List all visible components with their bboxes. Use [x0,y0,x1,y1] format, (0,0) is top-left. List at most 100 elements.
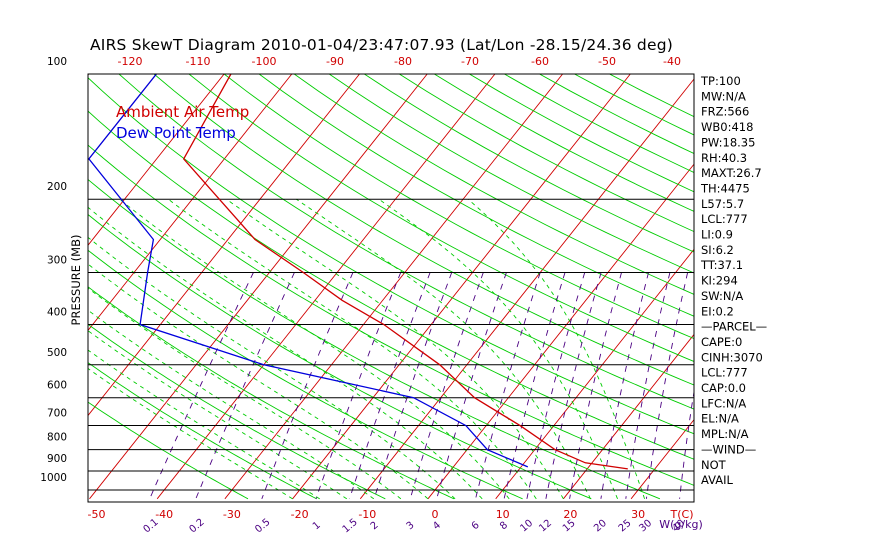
dry-adiabat-line [223,74,694,340]
bottom-temp-tick-label: -20 [291,508,309,521]
isotherm-line [88,74,293,332]
mixing-ratio-line [645,272,689,499]
plot-frame [87,73,695,503]
isotherm-line [766,74,870,499]
top-temp-tick-label: -60 [531,55,549,68]
isotherm-line [495,248,694,500]
dry-adiabat-line [364,74,694,253]
chart-traces [88,74,628,470]
pressure-tick-label: 1000 [40,472,67,484]
bottom-temp-tick-label: 20 [563,508,577,521]
mixing-ratio-tick-label: 4 [431,520,443,533]
mixing-ratio-line [261,272,354,499]
moist-adiabat-line [88,263,429,500]
dry-adiabat-line [88,110,694,460]
pressure-tick-label: 400 [47,306,67,318]
index-readout: LCL:777 [701,366,748,380]
dry-adiabat-line [118,74,694,410]
mixing-ratio-line [569,272,622,499]
dewpoint-trace [88,74,529,468]
index-readout: MAXT:26.7 [701,166,762,180]
top-temp-tick-label: -70 [461,55,479,68]
dry-adiabat-line [88,213,592,500]
mixing-ratio-tick-label: 10 [518,518,535,535]
top-temp-tick-label: -40 [663,55,681,68]
index-readout: CAP:0.0 [701,381,746,395]
pressure-tick-label: 900 [47,453,67,465]
moist-adiabat-line [88,206,483,500]
isotherm-line [563,333,694,500]
index-readout: KI:294 [701,274,738,288]
moist-adiabat-line [467,198,646,499]
isotherm-line [88,74,225,246]
isotherm-line [630,418,694,500]
pressure-tick-label: 300 [47,254,67,266]
mixing-ratio-unit: W(g/kg) [659,518,703,531]
chart-grid [0,74,870,500]
pressure-tick-label: 800 [47,432,67,444]
dry-adiabat-line [293,74,694,295]
y-axis-label: PRESSURE (MB) [69,235,83,326]
mixing-ratio-line [526,272,586,499]
index-readout: SW:N/A [701,289,743,303]
mixing-ratio-line [600,272,649,499]
top-temp-tick-label: -120 [118,55,143,68]
moist-adiabat-line [296,198,591,500]
isotherm-line [224,74,563,500]
index-readout: —PARCEL— [701,320,767,334]
mixing-ratio-tick-label: 6 [470,520,482,533]
page-title: AIRS SkewT Diagram 2010-01-04/23:47:07.9… [90,36,673,54]
ambient-temp-trace [182,74,628,470]
mixing-ratio-tick-label: 1.5 [341,517,360,536]
dry-adiabat-line [434,74,694,212]
mixing-ratio-tick-label: 1 [311,520,323,533]
dry-adiabat-line [88,286,455,500]
index-readout: AVAIL [701,473,734,487]
index-readout: LFC:N/A [701,396,746,410]
dry-adiabat-line [153,74,694,386]
moist-adiabat-line [88,349,320,500]
pressure-tick-label: 500 [47,347,67,359]
chart-legend: Ambient Air Temp Dew Point Temp [116,103,249,142]
moist-adiabat-line [168,198,537,500]
index-readout: EI:0.2 [701,304,734,318]
bottom-temp-tick-label: 0 [432,508,439,521]
isotherm-line [89,74,428,500]
pressure-tick-label: 600 [47,380,67,392]
bottom-temp-tick-label: -30 [223,508,241,521]
index-readout: CAPE:0 [701,335,742,349]
mixing-ratio-line [315,272,402,499]
mixing-ratio-line [545,272,602,499]
mixing-ratio-tick-label: 0.5 [253,517,272,536]
temp-axis-unit: T(C) [670,508,694,521]
dry-adiabat-line [88,323,386,500]
index-readout: RH:40.3 [701,151,747,165]
index-readout: TH:4475 [700,181,750,195]
top-temp-tick-label: -50 [598,55,616,68]
index-readout: LCL:777 [701,212,748,226]
top-temp-tick-label: -110 [186,55,211,68]
dry-adiabat-line [88,178,661,500]
index-readout: SI:6.2 [701,243,734,257]
moist-adiabat-line [88,367,293,500]
bottom-temp-tick-label: -40 [155,508,173,521]
dry-adiabat-line [88,77,694,435]
top-temp-tick-label: -80 [394,55,412,68]
pressure-tick-label: 200 [47,181,67,193]
bottom-temp-tick-label: 10 [496,508,510,521]
index-readout: —WIND— [701,442,756,456]
index-readout: TP:100 [700,74,741,88]
mixing-ratio-line [409,272,484,499]
bottom-temp-tick-label: -10 [358,508,376,521]
index-readout: TT:37.1 [700,258,743,272]
mixing-ratio-line [475,272,541,499]
index-readout: PW:18.35 [701,135,755,149]
isotherm-line [0,74,21,499]
index-readout: MW:N/A [701,89,746,103]
mixing-ratio-line [679,389,694,499]
index-readout: CINH:3070 [701,350,763,364]
dry-adiabat-line [328,74,694,274]
top-temp-tick-label: -100 [252,55,277,68]
bottom-temp-tick-label: -50 [88,508,106,521]
